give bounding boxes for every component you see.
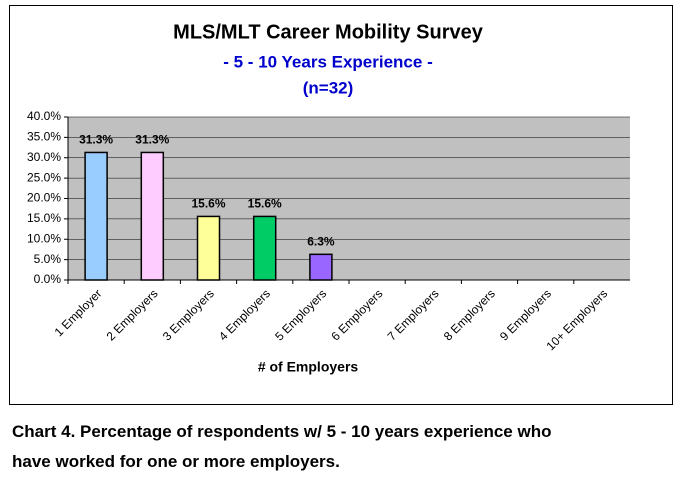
data-label: 15.6% [191,197,225,211]
y-tick-label: 10.0% [27,231,61,245]
bar [140,151,165,281]
y-tick-label: 5.0% [34,252,62,266]
chart-title: MLS/MLT Career Mobility Survey [173,21,484,43]
data-label: 15.6% [248,197,282,211]
y-tick-label: 35.0% [27,130,61,144]
y-tick-label: 20.0% [27,191,61,205]
y-tick-label: 0.0% [34,272,62,286]
y-tick-label: 25.0% [27,170,61,184]
caption-line: have worked for one or more employers. [12,452,340,471]
data-label: 31.3% [135,133,169,147]
data-label: 6.3% [307,234,335,248]
bar [252,215,277,281]
data-label: 31.3% [79,133,113,147]
bar [196,215,221,281]
y-tick-label: 15.0% [27,211,61,225]
chart-note: (n=32) [303,78,354,97]
chart: MLS/MLT Career Mobility Survey - 5 - 10 … [9,5,673,405]
y-tick-label: 30.0% [27,150,61,164]
bar [309,253,333,281]
y-tick-label: 40.0% [27,109,61,123]
chart-subtitle: - 5 - 10 Years Experience - [223,52,432,71]
x-axis-title: # of Employers [258,359,359,375]
bar [84,151,108,281]
caption-line: Chart 4. Percentage of respondents w/ 5 … [12,422,552,441]
